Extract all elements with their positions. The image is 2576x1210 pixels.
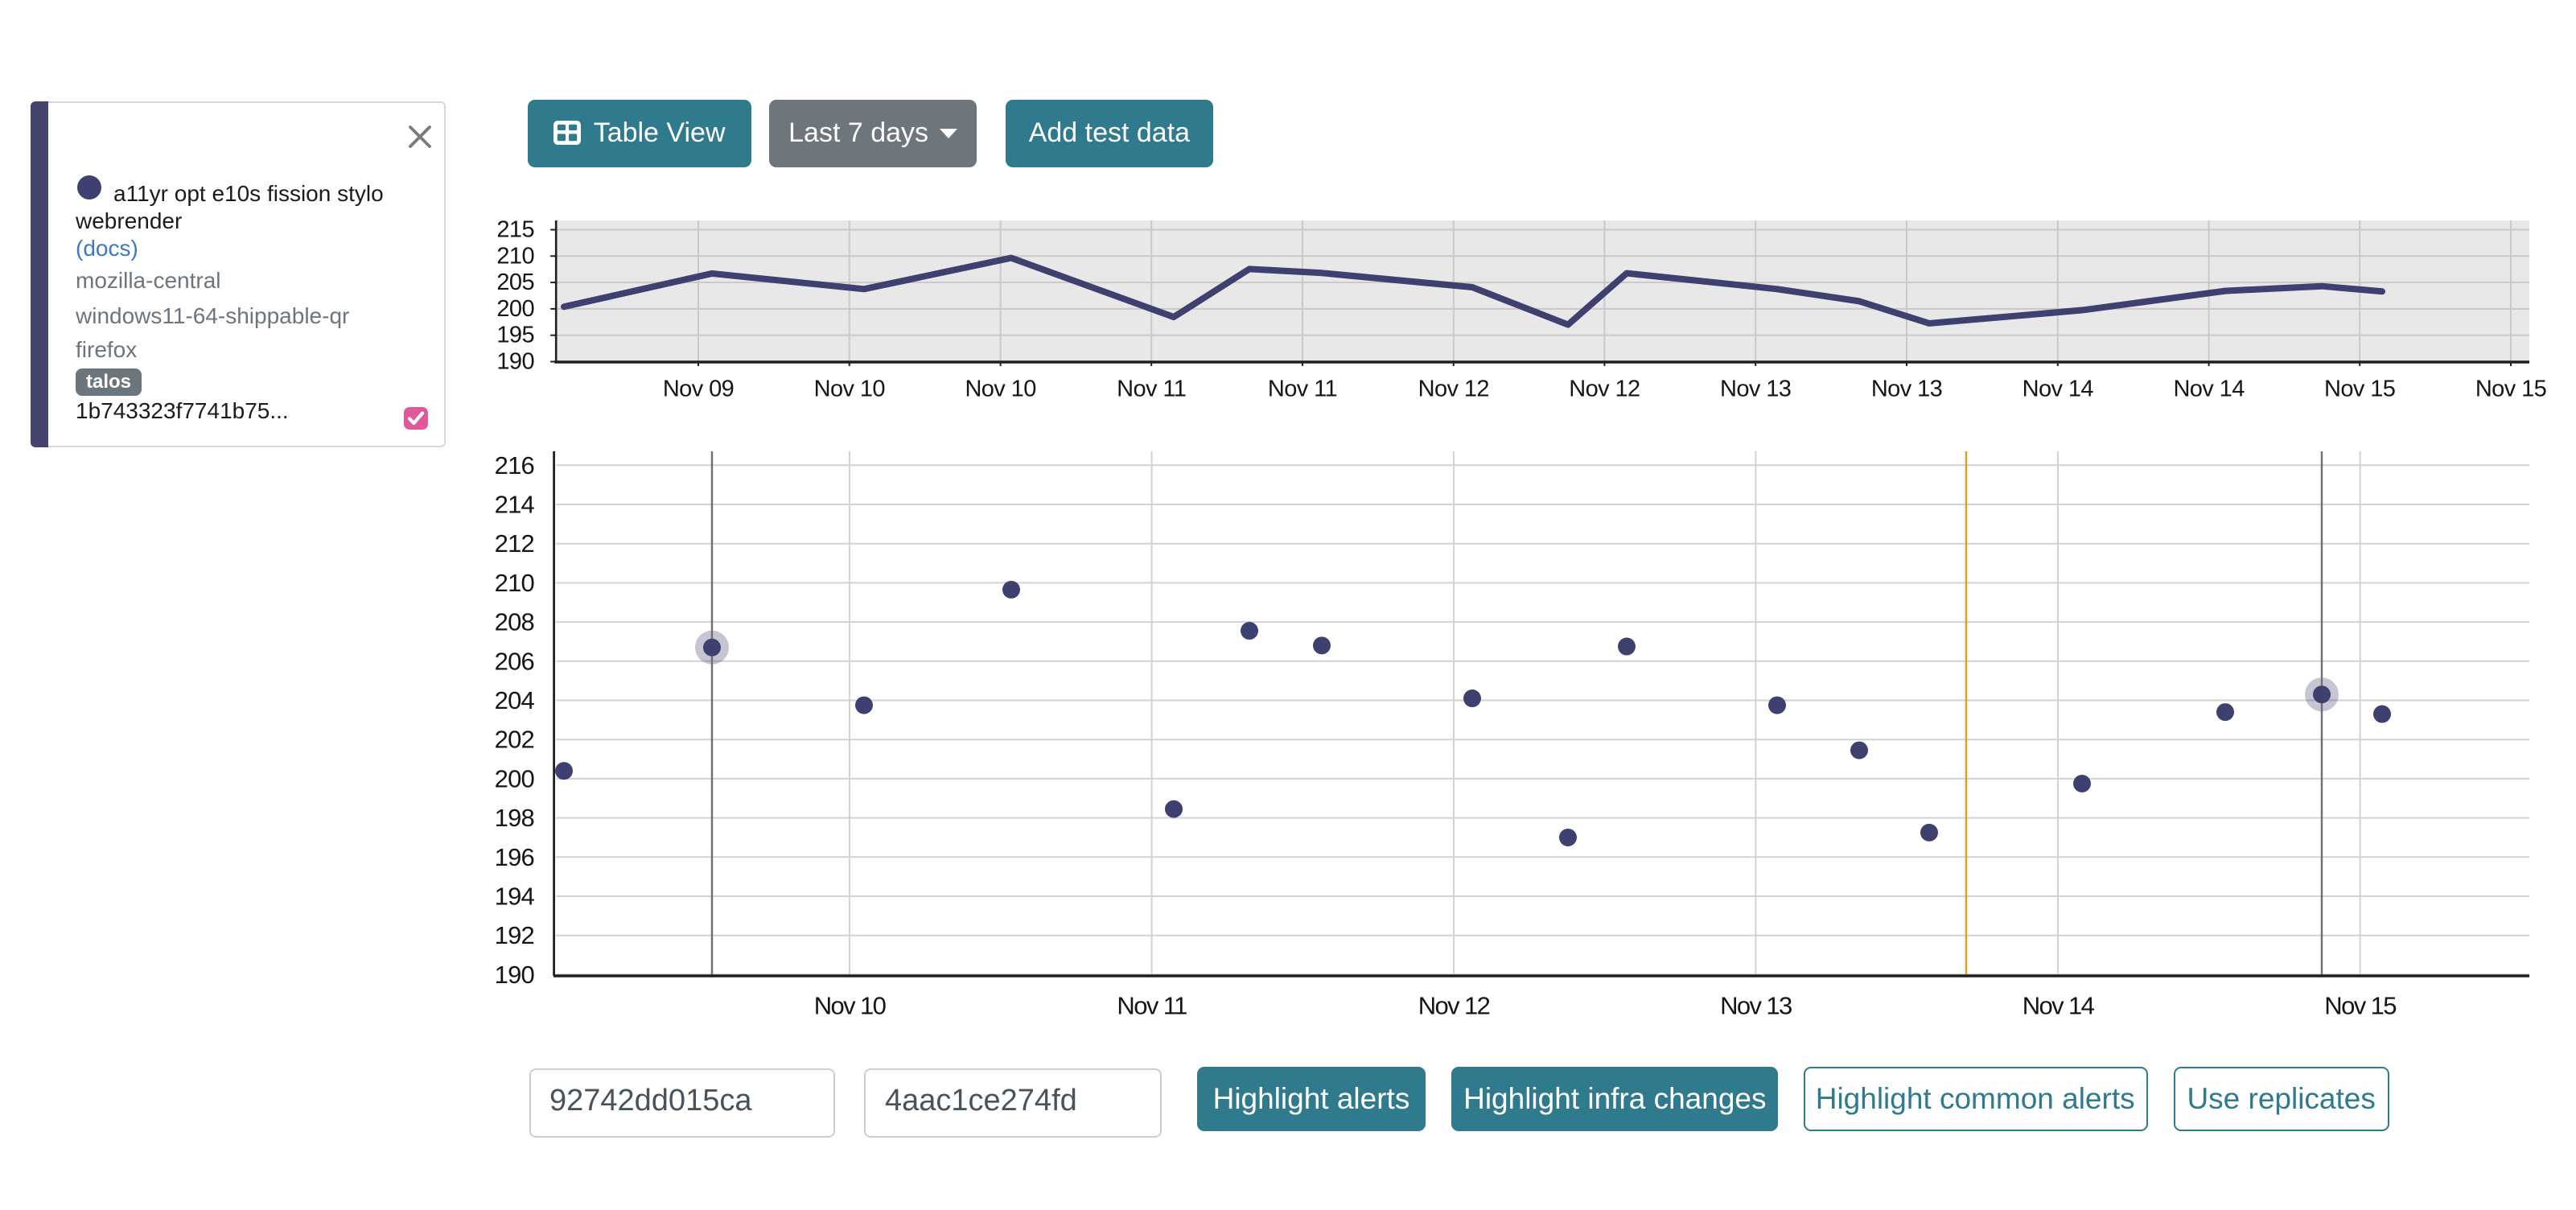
- svg-text:Nov 09: Nov 09: [663, 377, 734, 402]
- svg-text:210: 210: [495, 569, 535, 597]
- svg-text:214: 214: [495, 491, 535, 519]
- svg-text:216: 216: [495, 451, 534, 479]
- svg-text:194: 194: [495, 883, 535, 911]
- svg-text:Nov 10: Nov 10: [814, 377, 885, 402]
- svg-text:196: 196: [495, 843, 534, 871]
- svg-text:Nov 12: Nov 12: [1569, 377, 1640, 402]
- svg-text:Nov 13: Nov 13: [1720, 992, 1792, 1020]
- svg-text:200: 200: [496, 296, 534, 322]
- svg-text:198: 198: [495, 804, 534, 832]
- svg-text:212: 212: [495, 529, 534, 558]
- svg-text:Nov 13: Nov 13: [1720, 377, 1791, 402]
- svg-text:210: 210: [496, 243, 534, 269]
- svg-text:Nov 14: Nov 14: [2173, 377, 2245, 402]
- svg-text:208: 208: [495, 608, 534, 636]
- svg-text:206: 206: [495, 647, 534, 675]
- svg-text:Nov 15: Nov 15: [2324, 992, 2396, 1020]
- svg-text:204: 204: [495, 686, 535, 714]
- svg-text:Nov 10: Nov 10: [814, 992, 887, 1020]
- svg-text:202: 202: [495, 726, 534, 754]
- svg-text:205: 205: [496, 270, 534, 295]
- svg-text:Nov 15: Nov 15: [2324, 377, 2395, 402]
- svg-text:Nov 14: Nov 14: [2023, 992, 2095, 1020]
- svg-text:190: 190: [496, 349, 534, 375]
- svg-text:215: 215: [496, 217, 534, 243]
- svg-text:192: 192: [495, 921, 534, 949]
- svg-text:Nov 15: Nov 15: [2475, 377, 2546, 402]
- svg-text:Nov 12: Nov 12: [1418, 992, 1490, 1020]
- svg-text:Nov 10: Nov 10: [965, 377, 1035, 402]
- svg-text:Nov 11: Nov 11: [1117, 377, 1186, 402]
- svg-text:Nov 14: Nov 14: [2023, 377, 2094, 402]
- svg-text:190: 190: [495, 961, 535, 989]
- svg-text:195: 195: [496, 323, 534, 348]
- svg-text:Nov 12: Nov 12: [1418, 377, 1489, 402]
- svg-text:Nov 11: Nov 11: [1117, 992, 1187, 1020]
- svg-text:Nov 11: Nov 11: [1268, 377, 1337, 402]
- svg-text:200: 200: [495, 764, 535, 792]
- svg-text:Nov 13: Nov 13: [1871, 377, 1942, 402]
